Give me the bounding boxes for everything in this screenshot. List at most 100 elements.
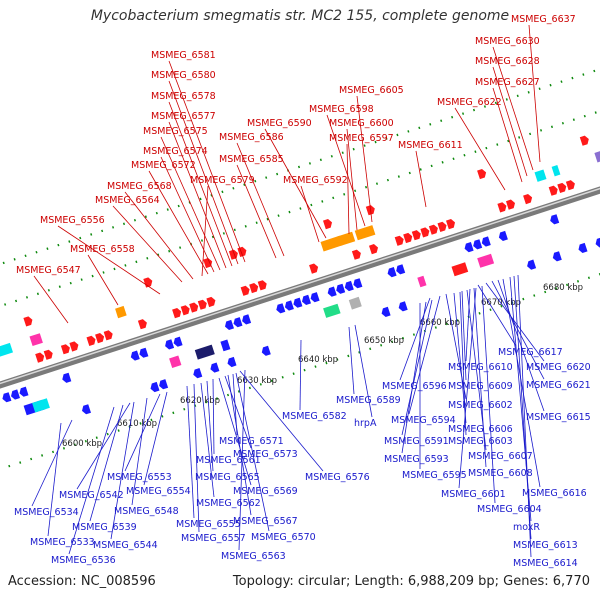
rev-leader-line [31,419,73,507]
accession-text: Accession: NC_008596 [8,574,156,589]
fwd-leader-line [236,142,285,257]
rev-leader-line [238,369,246,551]
reverse-gene-arrow [396,264,406,275]
gene-block [417,275,427,288]
reverse-gene-arrow [464,242,474,253]
rev-leader-line [473,287,487,468]
reverse-gene-label: moxR [513,522,540,533]
fwd-leader-line [356,95,373,223]
reverse-gene-arrow [481,236,491,247]
forward-gene-arrow [309,263,319,274]
outer-reverse-arrow [193,368,203,379]
fwd-leader-line [168,80,239,265]
reverse-gene-arrow [2,392,12,403]
reverse-gene-label: MSMEG_6555 [176,519,241,530]
forward-gene-label: MSMEG_6558 [70,244,135,255]
forward-gene-label: MSMEG_6637 [511,14,576,25]
forward-gene-label: MSMEG_6586 [219,132,284,143]
outer-reverse-arrow [381,306,391,317]
fwd-leader-line [415,150,427,208]
reverse-gene-arrow [62,372,72,383]
forward-gene-label: MSMEG_6564 [95,195,160,206]
rev-leader-line [459,291,467,436]
reverse-gene-arrow [327,286,337,297]
reverse-gene-arrow [11,389,20,400]
feature-tracks [0,135,600,416]
outer-reverse-arrow [82,404,91,415]
reverse-gene-arrow [387,267,397,278]
reverse-gene-label: MSMEG_6591 [384,436,449,447]
reverse-gene-label: MSMEG_6542 [59,490,124,501]
reverse-gene-label: MSMEG_6606 [448,424,513,435]
outer-forward-arrow [323,219,332,230]
rev-leader-line [206,380,214,472]
outer-reverse-arrow [261,345,271,356]
forward-gene-arrow [103,330,113,341]
forward-gene-arrow [394,235,404,246]
forward-gene-arrow [206,296,216,308]
tick-label: 6610 kbp [117,419,157,429]
forward-gene-arrow [565,180,575,191]
forward-gene-arrow [548,185,558,196]
forward-gene-arrow [257,280,267,291]
reverse-gene-arrow [276,303,286,314]
reverse-gene-label: MSMEG_6571 [219,436,284,447]
forward-gene-label: MSMEG_6575 [143,126,208,137]
forward-gene-arrow [189,302,199,313]
outer-forward-arrow [23,316,33,327]
rev-leader-line [408,295,441,415]
rev-leader-line [186,385,195,519]
fwd-leader-line [168,101,233,267]
reverse-gene-label: MSMEG_6602 [448,400,513,411]
reverse-gene-label: MSMEG_6573 [233,449,298,460]
gene-labels: MSMEG_6637 MSMEG_6630 MSMEG_6628 MSMEG_6627… [14,14,591,569]
reverse-gene-label: MSMEG_6594 [391,415,456,426]
forward-gene-label: MSMEG_6585 [219,154,284,165]
fwd-leader-line [168,121,227,269]
fwd-leader-line [492,46,534,171]
reverse-gene-arrow [233,317,243,328]
rev-leader-line [445,293,467,400]
genome-summary-text: Topology: circular; Length: 6,988,209 bp… [232,574,590,589]
genome-backbone [0,186,600,389]
forward-gene-label: MSMEG_6572 [131,160,196,171]
rev-leader-line [517,274,532,558]
backbone-line [0,186,600,389]
reverse-gene-label: MSMEG_6595 [402,470,467,481]
forward-gene-label: MSMEG_6577 [151,111,216,122]
reverse-gene-label: MSMEG_6604 [477,504,542,515]
forward-gene-label: MSMEG_6568 [107,181,172,192]
forward-gene-arrow [506,199,515,210]
reverse-gene-label: MSMEG_6582 [282,411,347,422]
rev-leader-line [227,374,252,516]
reverse-gene-arrow [344,280,354,292]
forward-gene-label: MSMEG_6574 [143,146,208,157]
forward-gene-label: MSMEG_6622 [437,97,502,108]
rev-leader-line [224,375,252,449]
rev-leader-line [401,301,427,454]
outer-reverse-arrow [150,381,160,393]
reverse-gene-arrow [19,386,29,397]
rev-leader-line [47,422,62,537]
label-leader-lines [31,24,545,558]
reverse-gene-label: MSMEG_6561 [196,455,261,466]
forward-gene-label: MSMEG_6597 [329,133,394,144]
forward-gene-arrow [420,227,430,238]
rev-leader-line [401,299,433,436]
forward-gene-arrow [446,219,455,230]
tick-label: 6640 kbp [298,355,338,365]
reverse-gene-label: MSMEG_6593 [384,454,449,465]
forward-gene-arrow [249,283,259,294]
fwd-leader-line [528,24,541,163]
outer-reverse-arrow [552,251,562,262]
reverse-gene-arrow [225,319,234,330]
forward-gene-label: MSMEG_6627 [475,77,540,88]
forward-gene-arrow [437,221,447,232]
rev-leader-line [453,292,467,424]
outer-reverse-arrow [159,379,169,390]
reverse-gene-label: MSMEG_6617 [498,347,563,358]
fwd-leader-line [454,107,506,191]
rev-leader-line [200,382,215,498]
fwd-leader-line [33,275,69,324]
rev-leader-line [477,284,517,347]
